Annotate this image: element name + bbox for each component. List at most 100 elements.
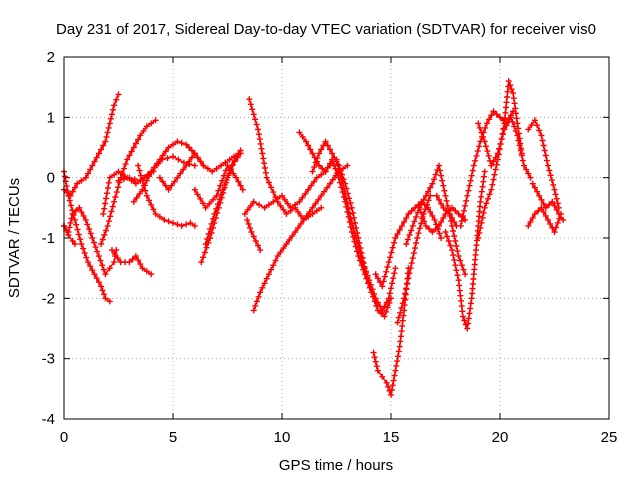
data-point bbox=[258, 145, 265, 152]
data-point bbox=[170, 153, 176, 160]
data-point bbox=[383, 379, 390, 386]
data-point bbox=[98, 146, 105, 153]
data-point bbox=[381, 313, 388, 320]
data-point bbox=[399, 300, 406, 307]
data-point bbox=[402, 290, 409, 297]
data-point bbox=[341, 185, 348, 192]
data-point bbox=[511, 100, 518, 107]
data-point bbox=[143, 268, 150, 275]
data-point bbox=[503, 104, 509, 111]
data-point bbox=[465, 187, 472, 194]
data-point bbox=[115, 168, 122, 175]
data-point bbox=[418, 200, 425, 207]
data-point bbox=[208, 220, 215, 227]
data-point bbox=[78, 208, 85, 215]
data-point bbox=[139, 265, 146, 272]
data-point bbox=[283, 210, 290, 217]
data-point bbox=[162, 182, 169, 189]
data-point bbox=[257, 247, 264, 254]
data-point bbox=[413, 240, 420, 246]
data-point bbox=[303, 212, 310, 219]
data-point bbox=[440, 204, 447, 211]
data-point bbox=[71, 184, 78, 191]
data-point bbox=[383, 268, 390, 275]
data-point bbox=[394, 231, 401, 237]
data-point bbox=[504, 88, 511, 95]
data-point bbox=[135, 162, 142, 169]
data-point bbox=[126, 152, 133, 159]
data-point bbox=[198, 259, 205, 266]
data-point bbox=[451, 218, 458, 225]
data-point bbox=[107, 213, 114, 220]
data-point bbox=[100, 266, 107, 273]
data-point bbox=[191, 222, 198, 229]
data-point bbox=[152, 117, 159, 124]
data-point bbox=[259, 284, 266, 291]
data-point bbox=[370, 349, 377, 356]
data-point bbox=[235, 178, 242, 185]
data-point bbox=[286, 237, 293, 243]
data-point bbox=[202, 241, 209, 247]
data-point bbox=[272, 257, 279, 264]
data-point bbox=[175, 156, 182, 163]
data-point bbox=[191, 162, 198, 169]
data-point bbox=[170, 219, 176, 226]
data-point bbox=[400, 312, 407, 319]
data-point bbox=[91, 158, 98, 165]
data-point bbox=[111, 102, 118, 109]
data-point bbox=[156, 174, 163, 181]
data-point bbox=[488, 186, 495, 193]
data-point bbox=[204, 236, 211, 242]
data-point bbox=[200, 200, 206, 207]
data-point bbox=[416, 225, 423, 232]
data-point bbox=[384, 304, 391, 311]
data-point bbox=[110, 106, 116, 113]
data-point bbox=[197, 195, 204, 202]
data-point bbox=[329, 176, 336, 183]
data-point bbox=[546, 201, 552, 208]
data-point bbox=[398, 222, 405, 229]
data-point bbox=[159, 178, 166, 185]
data-point bbox=[493, 161, 500, 168]
data-point bbox=[469, 167, 476, 174]
data-point bbox=[244, 216, 251, 223]
data-point bbox=[94, 248, 101, 255]
data-point bbox=[418, 209, 424, 216]
data-point bbox=[385, 295, 392, 302]
data-point bbox=[129, 256, 136, 263]
series-group bbox=[61, 78, 567, 398]
data-point bbox=[101, 232, 108, 238]
data-point bbox=[188, 154, 195, 161]
data-point bbox=[132, 180, 139, 187]
data-point bbox=[148, 168, 155, 175]
data-point bbox=[347, 215, 354, 222]
data-point bbox=[451, 233, 458, 239]
data-point bbox=[111, 259, 118, 266]
data-point bbox=[440, 214, 447, 221]
y-tick-label: 2 bbox=[47, 49, 55, 66]
data-point bbox=[390, 275, 397, 282]
data-point bbox=[107, 115, 114, 122]
data-point bbox=[253, 298, 260, 305]
data-point bbox=[438, 200, 445, 207]
data-point bbox=[194, 154, 201, 161]
data-point bbox=[509, 118, 516, 125]
data-point bbox=[405, 275, 412, 282]
data-point bbox=[132, 253, 139, 260]
data-point bbox=[466, 182, 473, 189]
series-arc-2 bbox=[61, 91, 122, 199]
data-point bbox=[439, 177, 446, 184]
data-point bbox=[274, 198, 281, 205]
data-point bbox=[111, 251, 118, 258]
data-point bbox=[392, 265, 399, 272]
data-point bbox=[292, 229, 299, 235]
data-point bbox=[140, 182, 147, 189]
data-point bbox=[186, 144, 192, 151]
data-point bbox=[397, 309, 404, 316]
data-point bbox=[531, 117, 538, 124]
data-point bbox=[327, 146, 333, 153]
data-point bbox=[83, 254, 90, 261]
data-point bbox=[440, 182, 447, 189]
data-point bbox=[318, 204, 325, 211]
